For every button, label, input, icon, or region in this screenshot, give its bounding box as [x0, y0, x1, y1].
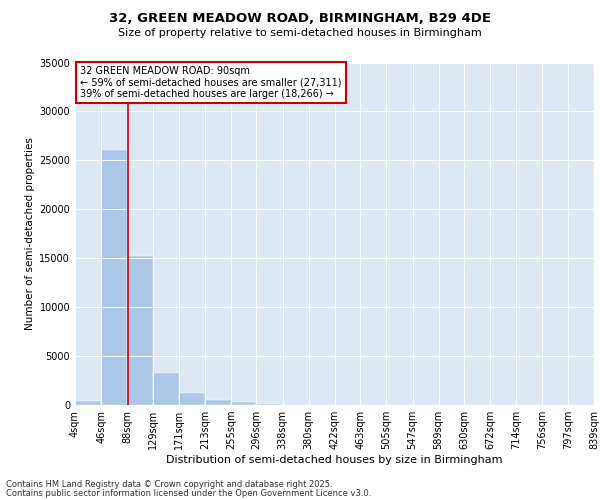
Y-axis label: Number of semi-detached properties: Number of semi-detached properties: [25, 138, 35, 330]
Text: Contains public sector information licensed under the Open Government Licence v3: Contains public sector information licen…: [6, 488, 371, 498]
Text: Size of property relative to semi-detached houses in Birmingham: Size of property relative to semi-detach…: [118, 28, 482, 38]
Text: 32, GREEN MEADOW ROAD, BIRMINGHAM, B29 4DE: 32, GREEN MEADOW ROAD, BIRMINGHAM, B29 4…: [109, 12, 491, 26]
Bar: [231, 402, 256, 405]
Text: 32 GREEN MEADOW ROAD: 90sqm
← 59% of semi-detached houses are smaller (27,311)
3: 32 GREEN MEADOW ROAD: 90sqm ← 59% of sem…: [80, 66, 341, 99]
Bar: [205, 400, 231, 405]
Text: Contains HM Land Registry data © Crown copyright and database right 2025.: Contains HM Land Registry data © Crown c…: [6, 480, 332, 489]
X-axis label: Distribution of semi-detached houses by size in Birmingham: Distribution of semi-detached houses by …: [166, 455, 503, 465]
Bar: [127, 256, 152, 405]
Bar: [256, 404, 283, 405]
Bar: [101, 150, 127, 405]
Bar: [75, 401, 101, 405]
Bar: [152, 372, 179, 405]
Bar: [179, 394, 205, 405]
